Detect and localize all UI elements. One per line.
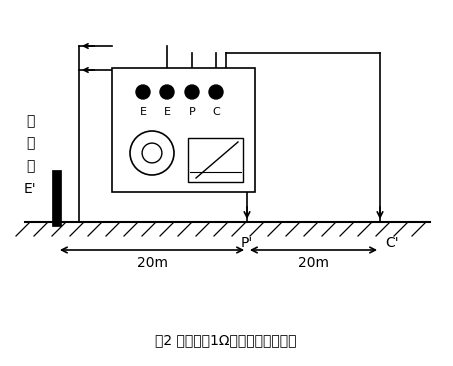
Text: 被
测
物
E': 被 测 物 E' (24, 114, 36, 196)
Circle shape (136, 85, 150, 99)
Text: C: C (212, 107, 220, 117)
Circle shape (185, 85, 199, 99)
Text: P': P' (241, 236, 253, 250)
Text: C': C' (385, 236, 399, 250)
Circle shape (130, 131, 174, 175)
Bar (112, 68, 255, 192)
Text: E: E (140, 107, 146, 117)
Text: 20m: 20m (136, 256, 168, 270)
Text: 图2 测量小于1Ω接地电阻时接线图: 图2 测量小于1Ω接地电阻时接线图 (155, 333, 297, 347)
Circle shape (160, 85, 174, 99)
Text: E: E (164, 107, 170, 117)
Circle shape (209, 85, 223, 99)
Bar (188, 138, 243, 182)
Circle shape (142, 143, 162, 163)
Text: 20m: 20m (298, 256, 329, 270)
Text: P: P (188, 107, 195, 117)
